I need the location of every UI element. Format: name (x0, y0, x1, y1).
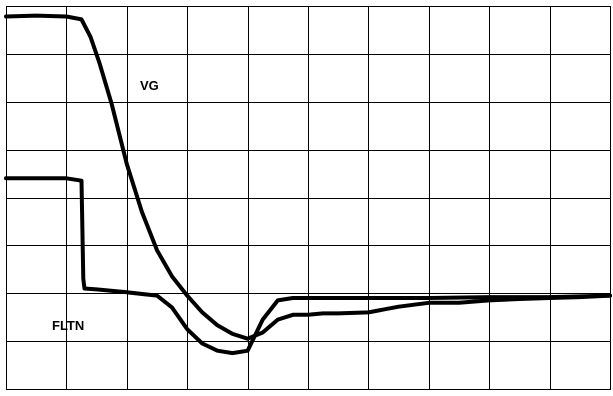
trace-vg (4, 13, 612, 341)
traces (4, 13, 612, 356)
grid (6, 6, 610, 389)
trace-fltn (4, 176, 612, 356)
plot-frame (6, 6, 611, 390)
vg-label: VG (140, 78, 159, 93)
fltn-label: FLTN (52, 318, 84, 333)
